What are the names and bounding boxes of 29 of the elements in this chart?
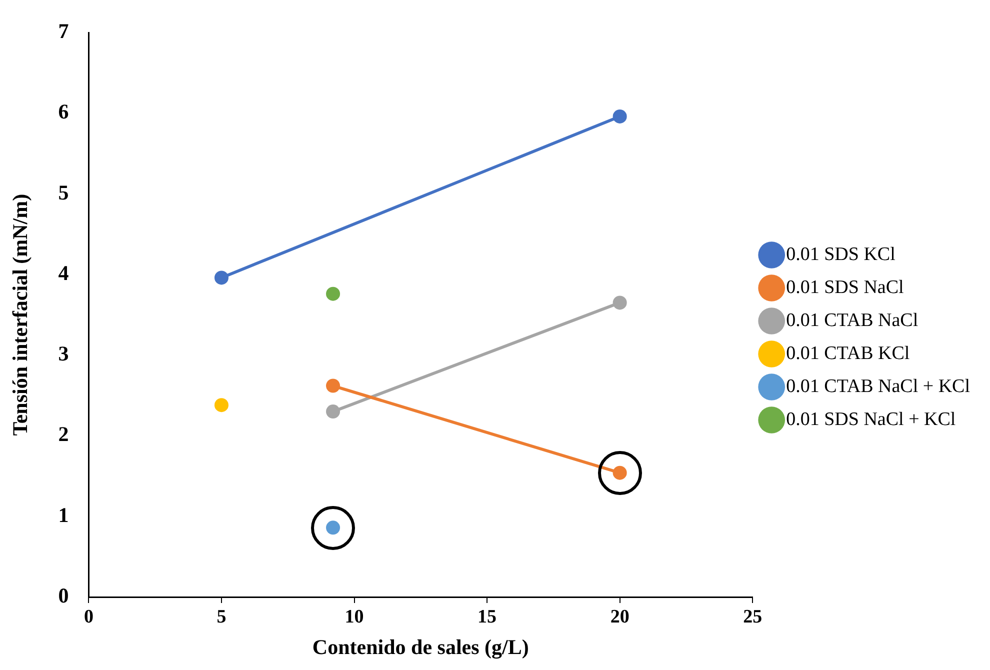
y-axis-title: Tensión interfacial (mN/m)	[8, 194, 32, 436]
y-tick-label: 2	[58, 422, 69, 446]
legend-label: 0.01 CTAB NaCl	[786, 310, 918, 331]
legend-label: 0.01 CTAB NaCl + KCl	[786, 376, 970, 397]
x-tick-label: 0	[84, 606, 94, 628]
point	[612, 296, 627, 310]
point	[214, 270, 228, 285]
y-tick-label: 5	[58, 180, 69, 204]
x-tick-label: 5	[216, 606, 226, 628]
y-tick-label: 1	[58, 502, 69, 527]
point	[326, 404, 340, 419]
legend-label: 0.01 SDS NaCl + KCl	[786, 408, 956, 430]
x-tick-label: 25	[743, 606, 762, 628]
x-tick-label: 20	[610, 606, 630, 628]
point	[326, 286, 340, 301]
legend-label: 0.01 SDS NaCl	[786, 276, 904, 298]
point	[214, 398, 228, 412]
y-tick-label: 4	[58, 260, 70, 285]
y-tick-label: 6	[58, 100, 69, 124]
point	[612, 109, 627, 124]
x-axis-title: Contenido de sales (g/L)	[312, 634, 529, 659]
legend-label: 0.01 SDS KCl	[786, 244, 896, 265]
y-tick-label: 0	[58, 583, 69, 608]
point	[326, 378, 340, 393]
legend-label: 0.01 CTAB KCl	[786, 342, 910, 364]
y-tick-label: 3	[58, 342, 69, 366]
x-tick-label: 15	[478, 606, 497, 628]
x-tick-label: 10	[344, 606, 364, 628]
y-tick-label: 7	[58, 19, 69, 44]
